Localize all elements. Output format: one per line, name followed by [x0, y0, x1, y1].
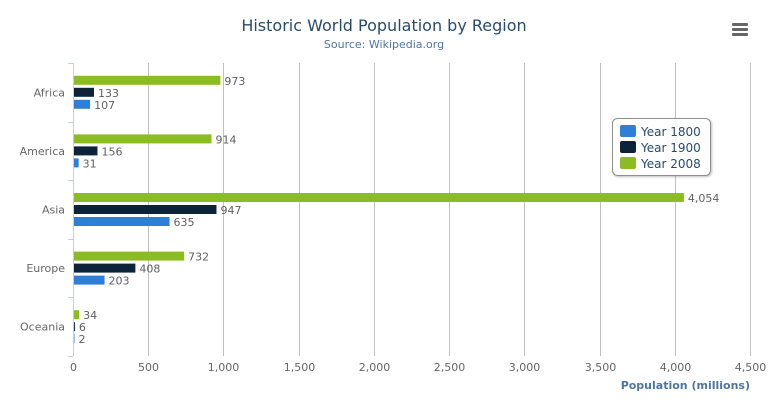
x-tick-label: 2,000 [359, 361, 391, 374]
bar[interactable] [74, 87, 95, 97]
x-tick-label: 4,000 [660, 361, 692, 374]
category-label: Asia [42, 204, 65, 217]
bar[interactable] [74, 310, 80, 320]
bar[interactable] [74, 205, 217, 214]
data-label: 6 [79, 321, 86, 334]
bar[interactable] [74, 99, 91, 109]
legend-swatch [620, 141, 636, 153]
bar[interactable] [74, 322, 75, 332]
chart-title: Historic World Population by Region [241, 16, 526, 35]
legend: Year 1800 Year 1900 Year 2008 [612, 118, 711, 176]
x-tick-label: 0 [70, 361, 77, 374]
bar[interactable] [74, 146, 98, 156]
bar[interactable] [74, 75, 221, 85]
data-label: 2 [79, 333, 86, 346]
data-label: 156 [101, 145, 122, 158]
legend-box [612, 118, 711, 176]
legend-label: Year 1800 [640, 125, 701, 139]
data-label: 133 [98, 87, 119, 100]
legend-item[interactable]: Year 2008 [620, 157, 701, 171]
bar[interactable] [74, 334, 75, 344]
legend-label: Year 1900 [640, 141, 701, 155]
category-label: Oceania [20, 321, 65, 334]
x-tick-label: 3,000 [509, 361, 541, 374]
category-label: America [20, 145, 65, 158]
data-label: 4,054 [688, 192, 720, 205]
bar[interactable] [74, 134, 212, 144]
bar[interactable] [74, 263, 136, 273]
category-label: Europe [26, 262, 65, 275]
menu-button[interactable] [728, 18, 752, 40]
bar[interactable] [74, 158, 79, 168]
bar[interactable] [74, 275, 105, 285]
bar[interactable] [74, 193, 684, 202]
data-label: 973 [224, 75, 245, 88]
data-label: 31 [83, 157, 97, 170]
legend-item[interactable]: Year 1900 [620, 141, 701, 155]
legend-item[interactable]: Year 1800 [620, 125, 701, 139]
bar[interactable] [74, 251, 185, 261]
value-axis-title: Population (millions) [621, 379, 750, 392]
x-tick-label: 500 [138, 361, 159, 374]
hamburger-menu-icon [732, 23, 748, 36]
x-tick-label: 1,000 [208, 361, 240, 374]
x-tick-label: 2,500 [434, 361, 466, 374]
data-label: 203 [109, 275, 130, 288]
x-tick-label: 4,500 [735, 361, 767, 374]
x-tick-label: 1,500 [284, 361, 316, 374]
category-label: Africa [34, 86, 65, 99]
legend-label: Year 2008 [640, 157, 701, 171]
data-label: 34 [83, 309, 97, 322]
data-label: 408 [139, 263, 160, 276]
legend-swatch [620, 125, 636, 137]
x-tick-label: 3,500 [585, 361, 617, 374]
data-label: 947 [220, 204, 241, 217]
legend-swatch [620, 157, 636, 169]
data-label: 914 [216, 133, 237, 146]
data-label: 635 [174, 216, 195, 229]
data-label: 107 [94, 99, 115, 112]
bar[interactable] [74, 217, 170, 226]
data-label: 732 [188, 251, 209, 264]
chart-subtitle: Source: Wikipedia.org [324, 38, 444, 51]
